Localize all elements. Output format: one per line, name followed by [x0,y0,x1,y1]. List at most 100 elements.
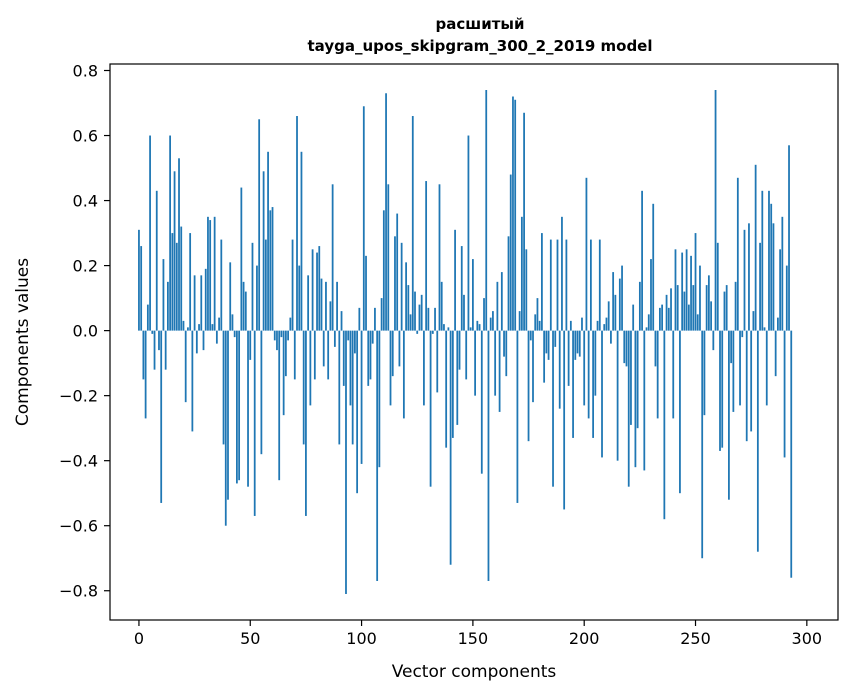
bar [770,203,773,331]
bar [765,330,768,406]
bar [656,330,659,419]
bar [180,226,183,331]
bar [169,135,171,331]
bar [427,307,430,331]
bar [398,330,401,367]
bar [360,330,363,464]
bar [164,330,167,370]
bar [429,330,432,487]
bar [440,281,443,331]
y-tick-label: 0.2 [73,257,98,276]
bar [763,327,766,331]
bar [316,252,318,331]
bar [193,275,196,331]
bar [244,291,247,331]
bar [674,249,677,331]
x-tick-label: 150 [458,629,489,648]
x-tick-label: 200 [569,629,600,648]
bar [349,330,352,406]
bar [296,116,298,331]
bar [267,151,269,331]
bar [336,281,338,331]
bar [632,304,635,331]
bar [732,330,735,412]
bar [142,330,145,380]
bar [231,314,234,331]
bar [467,135,470,331]
bar [358,307,361,331]
bar [507,236,510,331]
bar [545,330,548,354]
bar [748,223,750,331]
bar [222,330,225,445]
bar [614,294,617,331]
bar [576,330,579,354]
bar [284,330,287,377]
bar [578,330,581,357]
bar [625,330,628,367]
bar [447,327,450,331]
bar [567,330,570,386]
y-tick-label: −0.4 [59,452,98,471]
bar [714,90,717,331]
bar [365,255,367,331]
bar [554,330,557,347]
bar [516,330,519,503]
bar [634,330,637,468]
bar [616,330,619,461]
bar [768,190,770,331]
bar [788,145,790,331]
bar [532,330,534,403]
y-axis-label: Components values [13,258,33,426]
bar [409,314,412,331]
bar [607,301,610,331]
bar [224,330,227,526]
bar [394,236,396,331]
bar [685,249,688,331]
bar [496,281,499,331]
bar [741,330,744,338]
bar [329,301,332,331]
bar [574,330,577,360]
bar [195,330,198,354]
bar [647,314,650,331]
bar [587,330,590,419]
bar [518,311,521,331]
y-tick-label: −0.2 [59,387,98,406]
bar [605,317,608,331]
bar [175,242,178,331]
bar [777,317,779,331]
bar [354,330,356,354]
y-tick-label: −0.6 [59,517,98,536]
bar [273,330,276,341]
bar [431,330,434,334]
bar [347,330,350,341]
x-tick-label: 0 [134,629,144,648]
bar [187,327,189,331]
bar [719,330,721,451]
bar [745,330,748,442]
bar [500,272,503,331]
bar [378,330,381,468]
bar [166,281,169,331]
bar [652,203,655,331]
bar [418,304,421,331]
bar [529,330,532,341]
bar [665,294,668,331]
bar [523,112,525,331]
bar [200,275,203,331]
bar [478,324,481,331]
bar [333,330,336,347]
bar [191,330,194,432]
bar [659,307,661,331]
bar [645,327,648,331]
bar [140,246,143,331]
bar [596,320,599,331]
bar [171,233,174,331]
bar [734,281,737,331]
axis-ticks: 0 50 100 150 200 250 300 −0.8 −0.6 −0.4 −0.2 0.0 0.2… [59,62,822,648]
bar [456,330,459,425]
bar [313,330,316,380]
bar [220,239,223,331]
bar [641,190,643,331]
